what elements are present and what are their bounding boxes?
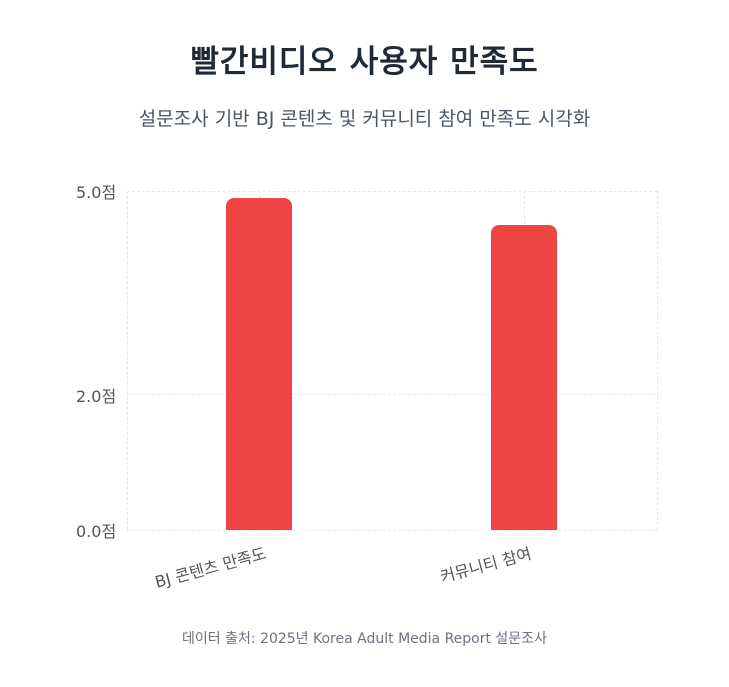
bar-bj-content-satisfaction[interactable] (226, 197, 292, 530)
y-tick-label: 2.0점 (76, 387, 117, 406)
x-tick-label: BJ 콘텐츠 만족도 (152, 543, 268, 592)
grid-line (127, 394, 657, 395)
data-source-note: 데이터 출처: 2025년 Korea Adult Media Report 설… (182, 631, 547, 647)
grid-line (127, 191, 657, 192)
bar-community-participation[interactable] (491, 224, 557, 530)
grid-line (657, 191, 658, 530)
grid-line (127, 191, 128, 530)
y-tick-label: 5.0점 (76, 183, 117, 202)
y-tick-label: 0.0점 (76, 522, 117, 541)
chart-title: 빨간비디오 사용자 만족도 (190, 44, 539, 80)
x-tick-label: 커뮤니티 참여 (437, 543, 533, 587)
plot-area (127, 191, 658, 531)
chart-subtitle: 설문조사 기반 BJ 콘텐츠 및 커뮤니티 참여 만족도 시각화 (138, 108, 591, 130)
grid-line (127, 530, 657, 531)
